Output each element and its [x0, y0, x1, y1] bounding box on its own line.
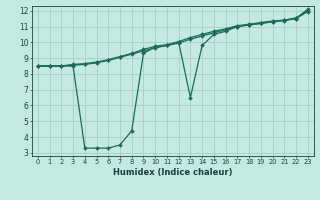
- X-axis label: Humidex (Indice chaleur): Humidex (Indice chaleur): [113, 168, 233, 177]
